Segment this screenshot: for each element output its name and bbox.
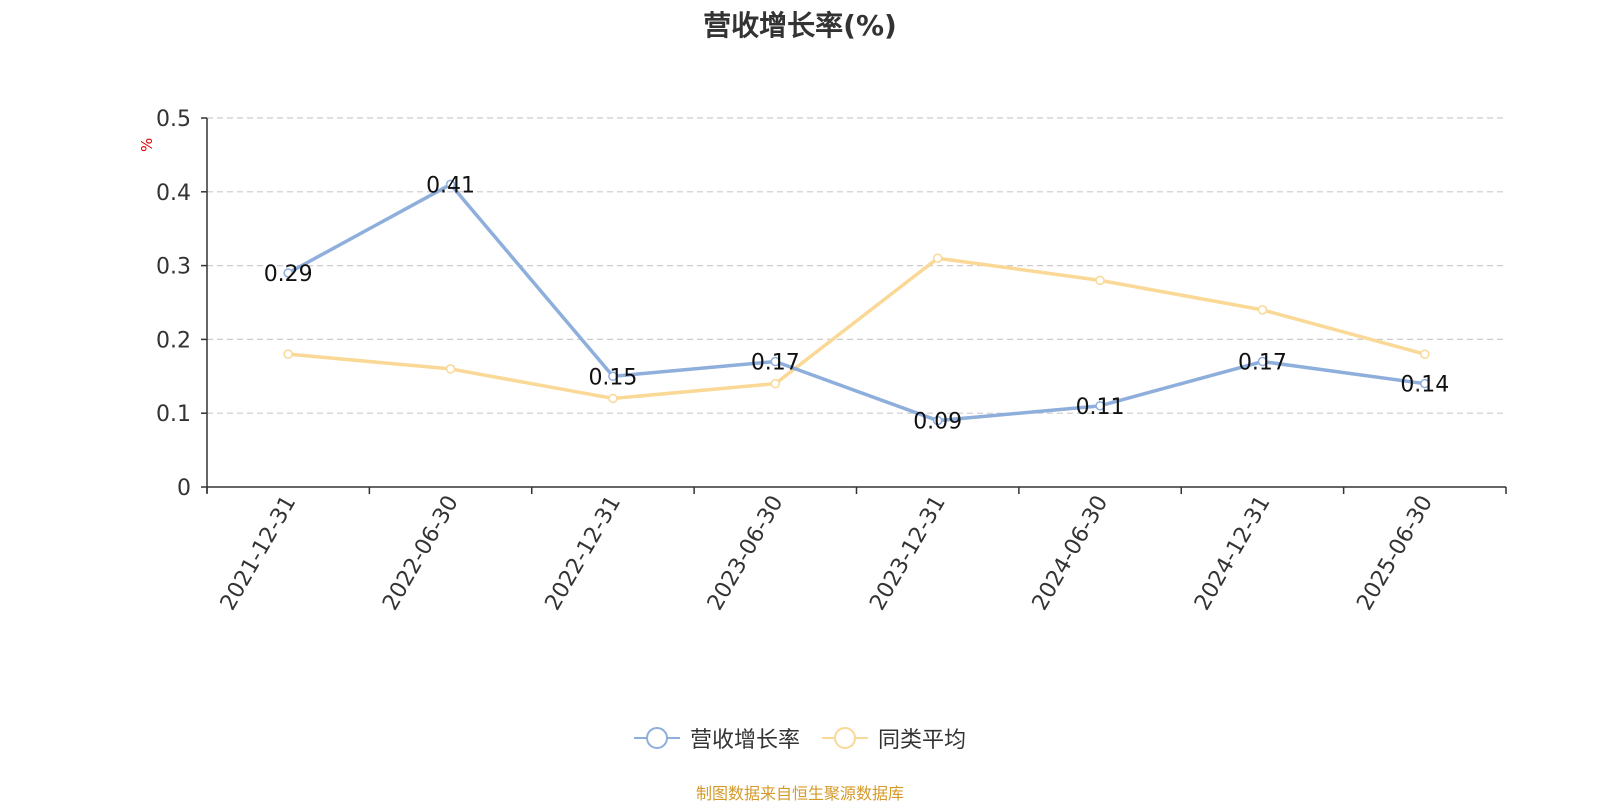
data-point-peer-average: [1257, 305, 1268, 315]
legend-marker-revenue-growth: [633, 727, 680, 749]
legend-item-peer-average[interactable]: 同类平均: [822, 722, 966, 754]
x-tick-label: 2025-06-30: [1352, 492, 1438, 615]
y-tick-label: 0.1: [156, 402, 191, 427]
data-point-peer-average: [1095, 275, 1105, 286]
y-tick-label: 0.5: [156, 107, 191, 132]
data-label-revenue-growth: 0.29: [264, 262, 313, 287]
data-point-revenue-growth: [1257, 356, 1268, 367]
data-label-revenue-growth: 0.11: [1076, 395, 1125, 420]
x-tick-label: 2024-12-31: [1190, 492, 1276, 615]
data-point-peer-average: [283, 349, 293, 359]
x-tick-label: 2024-06-30: [1028, 492, 1114, 615]
y-tick-label: 0.4: [156, 181, 191, 206]
data-point-revenue-growth: [445, 179, 456, 190]
series-line-revenue-growth: [287, 182, 1426, 423]
y-tick-label: 0: [177, 476, 191, 501]
data-point-revenue-growth: [283, 268, 293, 278]
x-tick-label: 2022-12-31: [541, 492, 627, 615]
legend-label-peer-average: 同类平均: [878, 728, 967, 753]
y-tick-label: 0.2: [156, 328, 191, 353]
data-point-revenue-growth: [1095, 401, 1105, 411]
x-tick-label: 2021-12-31: [216, 492, 302, 615]
x-tick-label: 2023-06-30: [703, 492, 789, 615]
data-point-peer-average: [770, 378, 781, 389]
data-point-revenue-growth: [932, 415, 943, 426]
data-point-revenue-growth: [608, 371, 618, 382]
x-tick-label: 2023-12-31: [865, 492, 951, 615]
line-chart: 0 0.1 0.2 0.3 0.4 0.5 2021-12-31 2022-06-30 2022…: [156, 107, 1507, 615]
series-line-peer-average: [288, 256, 1426, 401]
legend-marker-peer-average: [822, 727, 868, 749]
source-note: 制图数据来自恒生聚源数据库: [695, 784, 904, 803]
legend-label-revenue-growth: 营收增长率: [689, 728, 800, 753]
x-tick-label: 2022-06-30: [378, 492, 464, 615]
legend-item-revenue-growth[interactable]: 营收增长率: [633, 722, 800, 754]
data-label-revenue-growth: 0.17: [751, 351, 800, 376]
data-point-peer-average: [932, 253, 943, 263]
chart-title: 营收增长率(%): [703, 9, 897, 42]
data-label-revenue-growth: 0.17: [1238, 351, 1287, 376]
legend: 营收增长率 同类平均: [0, 722, 1600, 754]
data-point-revenue-growth: [770, 356, 781, 367]
data-point-peer-average: [445, 364, 456, 374]
data-label-revenue-growth: 0.41: [426, 173, 475, 198]
data-label-revenue-growth: 0.14: [1400, 373, 1449, 398]
y-tick-label: 0.3: [156, 255, 191, 280]
data-label-revenue-growth: 0.09: [913, 410, 962, 435]
data-point-revenue-growth: [1420, 378, 1430, 389]
data-label-revenue-growth: 0.15: [588, 365, 637, 390]
data-point-peer-average: [1420, 349, 1430, 359]
data-point-peer-average: [608, 393, 618, 404]
